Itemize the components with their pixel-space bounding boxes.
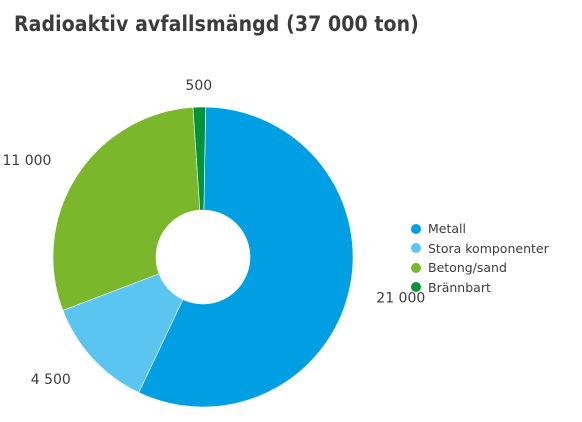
data-label-betong-sand: 11 000 <box>2 153 51 169</box>
legend-item: Metall <box>411 219 549 239</box>
data-label-metall: 21 000 <box>376 291 425 307</box>
legend-swatch <box>411 282 421 293</box>
legend-swatch <box>411 223 421 234</box>
legend-item: Stora komponenter <box>411 239 549 259</box>
legend-label: Metall <box>428 221 466 237</box>
chart-legend: Metall Stora komponenter Betong/sand Brännb… <box>411 219 549 297</box>
pie-slice-stora-komponenter <box>62 273 184 393</box>
pie-slice-betong-sand <box>52 107 201 311</box>
data-label-br-nnbart: 500 <box>185 78 212 94</box>
legend-swatch <box>411 243 421 254</box>
legend-item: Betong/sand <box>411 258 549 278</box>
data-label-stora-komponenter: 4 500 <box>31 372 71 388</box>
pie-slices <box>52 106 354 408</box>
data-labels: 21 000 4 500 11 000 500 <box>2 78 425 388</box>
legend-label: Stora komponenter <box>428 240 549 256</box>
pie-slice-br-nnbart <box>192 106 207 211</box>
legend-label: Betong/sand <box>428 260 507 276</box>
legend-swatch <box>411 262 421 273</box>
legend-label: Brännbart <box>428 279 491 295</box>
chart-title: Radioaktiv avfallsmängd (37 000 ton) <box>14 12 419 36</box>
legend-item: Brännbart <box>411 278 549 298</box>
pie-slice-metall <box>138 106 354 408</box>
